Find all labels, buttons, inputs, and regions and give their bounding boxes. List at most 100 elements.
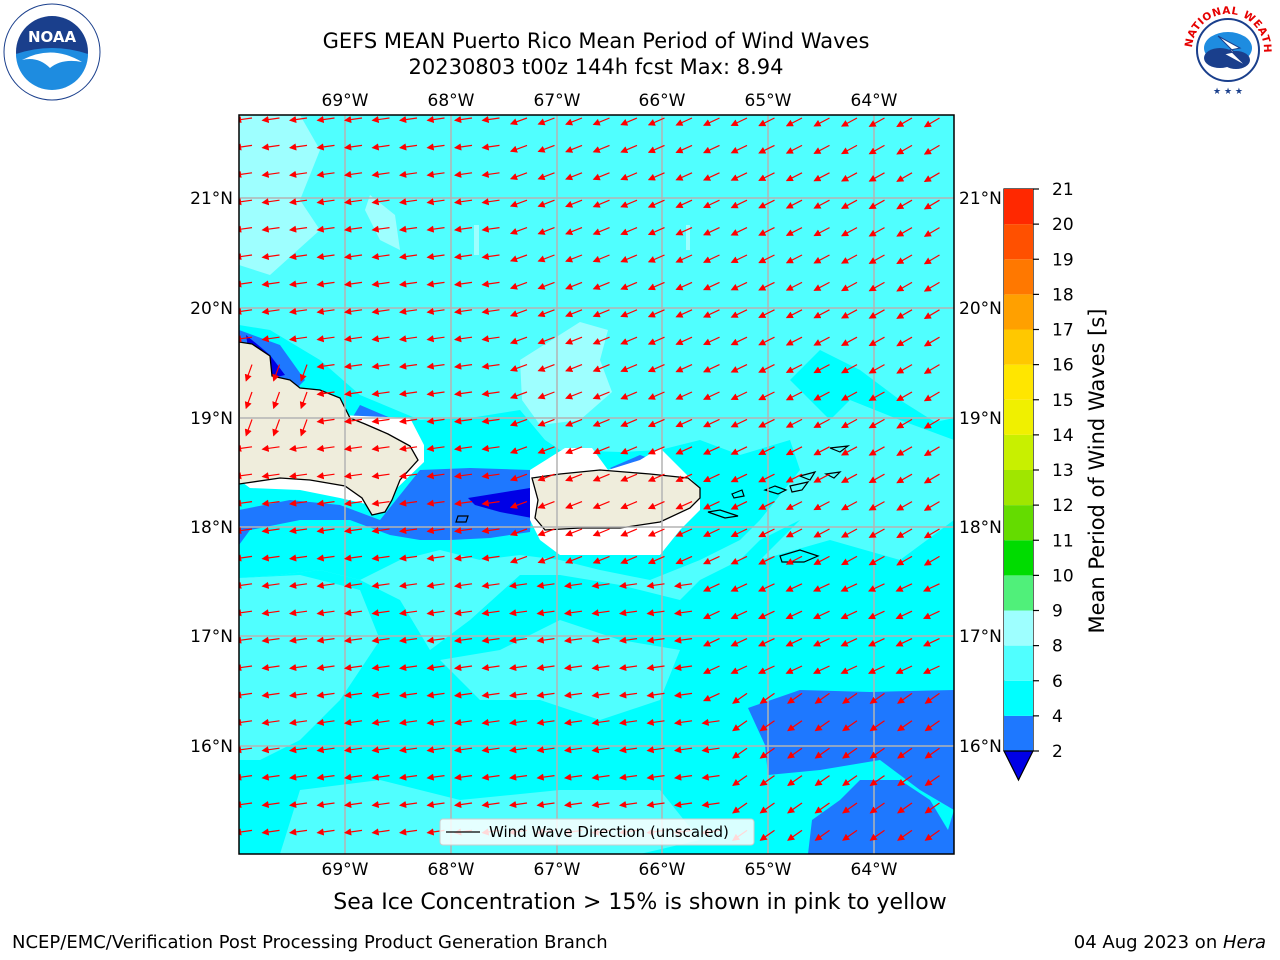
wind-arrow (813, 227, 830, 237)
wind-arrow (537, 309, 555, 318)
wind-arrow (924, 692, 940, 704)
wind-arrow (536, 773, 555, 781)
lon-label-bottom: 68°W (428, 860, 475, 880)
sea-ice-caption: Sea Ice Concentration > 15% is shown in … (333, 890, 947, 915)
wind-arrow (481, 417, 500, 425)
wind-arrow (509, 227, 528, 235)
wind-arrow (842, 747, 858, 759)
wind-arrow (537, 555, 555, 564)
wind-arrow (703, 144, 720, 154)
colorbar-band (1004, 189, 1033, 225)
wind-arrow (592, 473, 610, 482)
wind-arrow (316, 335, 335, 343)
wind-arrow (316, 746, 335, 754)
wind-arrow (813, 446, 830, 456)
wind-arrow (398, 307, 418, 315)
wind-arrow (299, 364, 308, 382)
wind-arrow (840, 172, 858, 182)
wind-arrow (895, 665, 913, 674)
wind-arrow (840, 555, 858, 566)
wind-arrow (563, 800, 583, 809)
wind-arrow (759, 802, 775, 814)
wind-arrow (675, 309, 693, 318)
wind-arrow (509, 528, 528, 537)
wind-arrow (923, 309, 940, 320)
wind-arrow (703, 364, 720, 373)
wind-arrow (703, 692, 720, 702)
wind-arrow (592, 364, 610, 373)
lon-label-bottom: 65°W (745, 860, 792, 880)
wind-arrow (759, 829, 775, 841)
wind-arrow (673, 581, 693, 589)
wind-arrow (703, 254, 720, 263)
wind-arrow (537, 528, 555, 537)
wind-arrow (896, 418, 913, 429)
wind-arrow (923, 117, 940, 128)
wind-arrow (730, 528, 748, 538)
wind-arrow (371, 143, 390, 151)
wind-arrow (563, 581, 583, 589)
wind-arrow (343, 472, 363, 480)
small-islands (455, 445, 851, 563)
wind-arrow (785, 199, 803, 209)
wind-arrow (261, 225, 280, 233)
wind-arrow (426, 663, 445, 672)
wind-arrow (675, 254, 693, 263)
wind-arrow (758, 281, 775, 291)
wind-arrow (703, 281, 720, 291)
wind-arrow (813, 583, 830, 592)
wind-arrow (646, 800, 665, 809)
wind-arrow (703, 172, 720, 181)
wind-arrow (288, 609, 308, 617)
wind-arrow (732, 802, 748, 814)
wind-arrow (785, 528, 803, 538)
wind-arrow (675, 117, 693, 126)
wind-arrow (261, 554, 280, 562)
wind-arrow (453, 252, 473, 261)
wind-arrow (261, 499, 280, 507)
wind-arrow (673, 746, 693, 754)
wind-arrow (924, 775, 940, 787)
wind-arrow (868, 583, 885, 592)
wind-arrow (481, 280, 500, 288)
wind-arrow (426, 691, 445, 699)
wind-arrow (261, 746, 280, 754)
wind-arrow (288, 198, 308, 206)
wind-arrow (398, 143, 418, 151)
wind-arrow (426, 472, 445, 480)
wind-arrow (618, 691, 638, 699)
wind-arrow (426, 636, 445, 644)
wind-arrow (813, 309, 830, 319)
wind-arrow (481, 526, 500, 535)
wind-arrow (453, 800, 473, 809)
wind-arrow (426, 526, 445, 535)
wind-arrow (592, 446, 610, 455)
wind-arrow (426, 143, 445, 151)
wind-arrow (371, 499, 390, 507)
wind-arrow (840, 199, 858, 209)
wind-arrow (272, 391, 281, 410)
wind-arrow (509, 281, 528, 290)
wind-arrow (730, 473, 748, 483)
wind-arrow (785, 391, 803, 401)
lat-label-left: 18°N (190, 518, 233, 538)
wind-arrow (288, 526, 308, 535)
colorbar-band (1004, 470, 1033, 506)
wind-arrow (343, 581, 363, 589)
wind-arrow (288, 499, 308, 507)
wind-arrow (299, 419, 308, 437)
wind-arrow (371, 636, 390, 644)
wind-arrow (316, 691, 335, 699)
wind-arrow (646, 581, 665, 589)
wind-arrow (398, 170, 418, 178)
wind-arrow (785, 281, 803, 291)
wind-arrow (398, 663, 418, 672)
wind-arrow (508, 636, 528, 644)
wind-arrow (239, 581, 253, 589)
wind-arrow (730, 227, 748, 236)
wind-arrow (896, 391, 913, 402)
wind-arrow (316, 170, 335, 178)
wind-arrow (398, 581, 418, 589)
wind-arrow (537, 199, 555, 208)
wind-arrow (426, 499, 445, 507)
